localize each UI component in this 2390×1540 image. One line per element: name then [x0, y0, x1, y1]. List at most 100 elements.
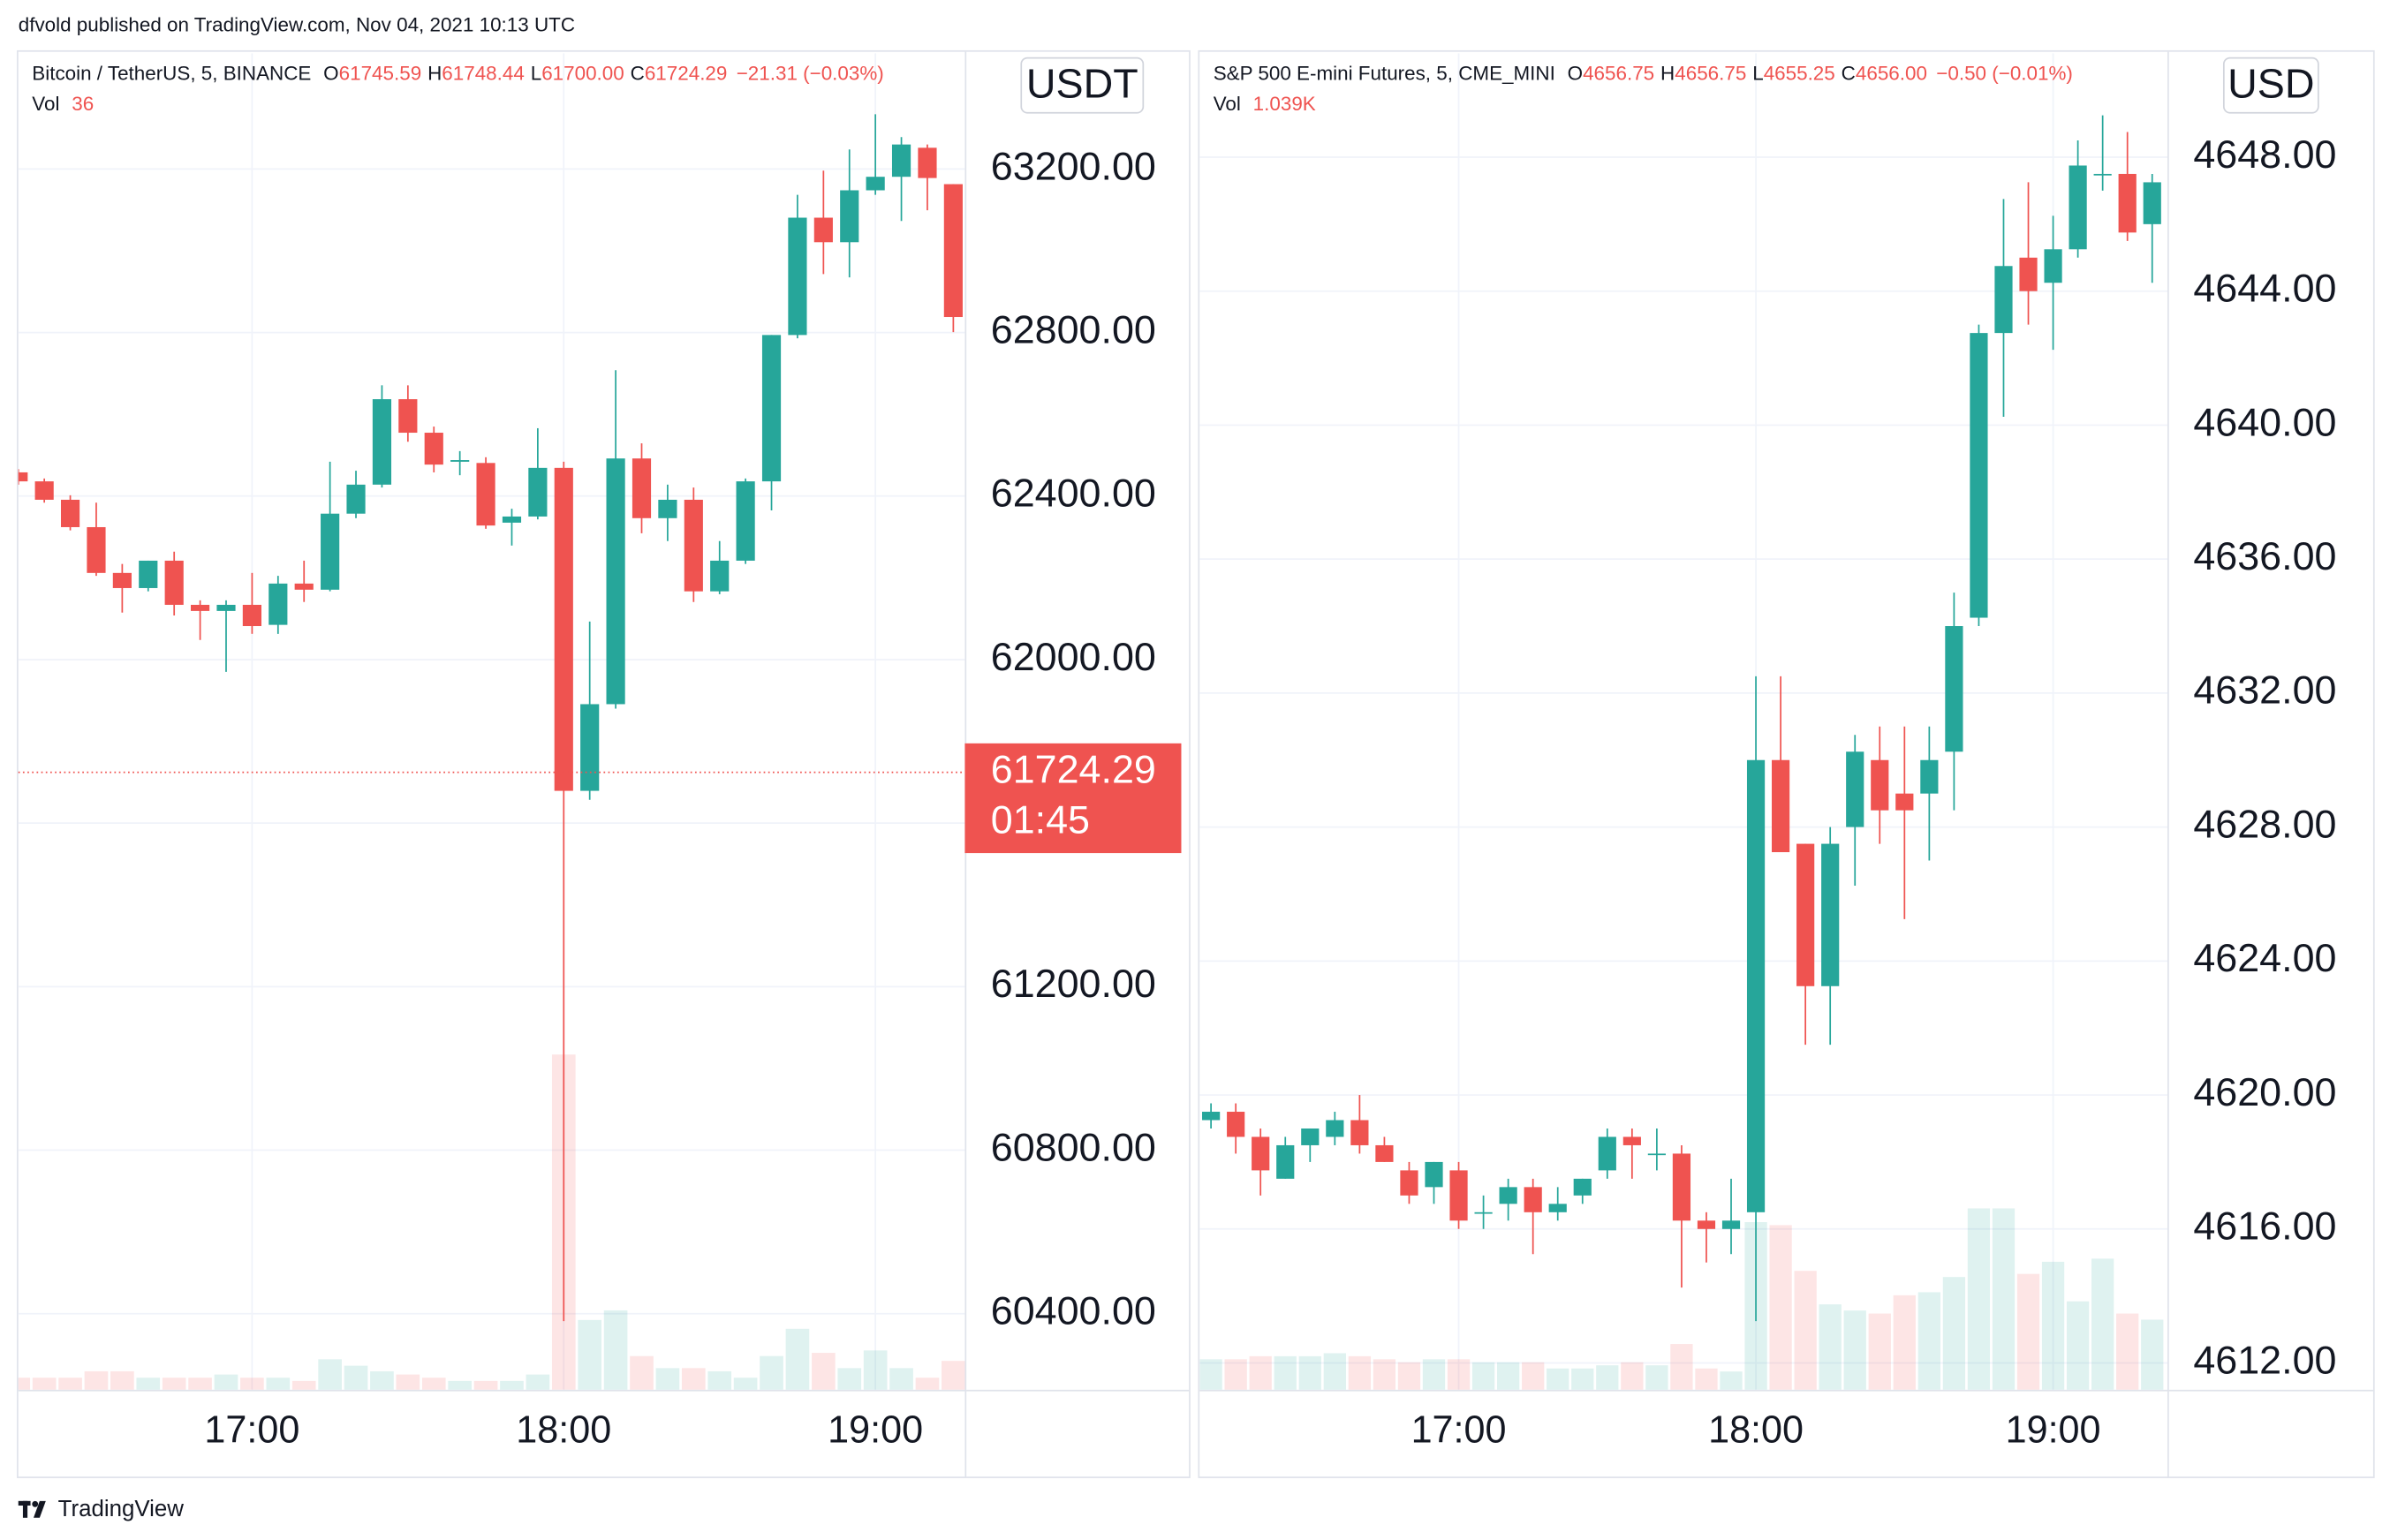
volume-bar — [889, 1368, 913, 1390]
candle-body — [1945, 626, 1963, 752]
candle-body — [606, 458, 625, 705]
ohlc-key: H — [1660, 62, 1675, 84]
volume-bar — [266, 1378, 291, 1390]
volume-bar — [500, 1380, 524, 1390]
ohlc-value: 4656.75 — [1675, 62, 1746, 84]
candle-body — [1474, 1212, 1493, 1214]
volume-bar — [1373, 1359, 1396, 1390]
volume-bar — [1422, 1359, 1446, 1390]
volume-bar — [18, 1378, 31, 1390]
candle-body — [1276, 1144, 1295, 1179]
volume-bar — [1224, 1359, 1247, 1390]
volume-key: Vol — [32, 93, 59, 115]
volume-bar — [578, 1319, 602, 1390]
candle-body — [2019, 257, 2038, 291]
candle-body — [268, 583, 288, 625]
candle-body — [18, 472, 28, 482]
currency-label: USDT — [1026, 61, 1138, 107]
candle-body — [1697, 1220, 1716, 1229]
volume-bar — [630, 1355, 654, 1390]
volume-legend: Vol 1.039K — [1214, 93, 1316, 115]
ohlc-key: H — [427, 62, 442, 84]
volume-bar — [707, 1370, 732, 1390]
volume-bar — [1547, 1368, 1569, 1390]
candle-body — [1326, 1120, 1344, 1137]
x-tick-label: 19:00 — [2006, 1409, 2101, 1452]
candle-body — [346, 484, 366, 514]
volume-bar — [1645, 1365, 1668, 1390]
y-tick-label: 62800.00 — [991, 306, 1156, 351]
candle-body — [580, 704, 600, 791]
volume-bar — [1298, 1355, 1321, 1390]
volume-bar — [110, 1370, 134, 1390]
candle-body — [554, 467, 573, 791]
volume-bar — [1917, 1292, 1941, 1390]
volume-bar — [760, 1355, 783, 1390]
volume-bar — [136, 1378, 161, 1390]
candle-body — [1598, 1136, 1616, 1171]
candle-body — [164, 560, 184, 605]
candle-body — [1301, 1128, 1320, 1145]
ohlc-key: L — [531, 62, 541, 84]
candle-body — [788, 217, 807, 336]
x-tick-label: 19:00 — [828, 1409, 923, 1452]
y-tick-label: 4616.00 — [2193, 1204, 2336, 1249]
candle-body — [1400, 1170, 1418, 1196]
y-tick-label: 4612.00 — [2193, 1337, 2336, 1382]
candle-body — [632, 458, 652, 518]
volume-bar — [1621, 1362, 1644, 1390]
change-value: −0.50 (−0.01%) — [1936, 62, 2073, 84]
candle-body — [2044, 249, 2062, 283]
brand-name: TradingView — [58, 1497, 185, 1521]
candle-body — [216, 604, 236, 611]
volume-bar — [1199, 1359, 1222, 1390]
volume-bar — [1695, 1368, 1718, 1390]
candle-body — [398, 399, 418, 434]
volume-bar — [240, 1378, 264, 1390]
candle-body — [476, 463, 495, 526]
candle-body — [2118, 173, 2137, 233]
volume-bar — [1397, 1362, 1421, 1390]
volume-bar — [344, 1365, 368, 1390]
volume-bar — [162, 1378, 186, 1390]
candle-body — [1920, 759, 1939, 794]
candle-body — [736, 481, 755, 561]
candle-body — [502, 516, 522, 523]
last-price-box — [964, 743, 1182, 854]
y-tick-label: 63200.00 — [991, 143, 1156, 188]
volume-bar — [188, 1378, 212, 1390]
candle-body — [87, 526, 106, 573]
candle-body — [1622, 1136, 1641, 1145]
volume-bar — [1868, 1313, 1891, 1390]
countdown-label: 01:45 — [991, 796, 1090, 842]
y-tick-label: 4628.00 — [2193, 801, 2336, 846]
ohlc-key: L — [1752, 62, 1763, 84]
candle-body — [943, 184, 963, 318]
volume-value: 1.039K — [1253, 93, 1316, 115]
candle-body — [840, 190, 859, 243]
currency-badge — [2222, 57, 2319, 114]
candle-body — [2093, 173, 2112, 176]
candle-body — [242, 604, 261, 627]
candle-body — [1425, 1161, 1443, 1188]
symbol-name: Bitcoin / TetherUS, 5, BINANCE — [32, 62, 311, 84]
ohlc-key: C — [1842, 62, 1856, 84]
candle-body — [424, 433, 443, 465]
y-tick-label: 4620.00 — [2193, 1069, 2336, 1114]
plot-area — [1199, 115, 2164, 1390]
y-tick-label: 60400.00 — [991, 1288, 1156, 1333]
volume-bar — [863, 1350, 888, 1390]
volume-value: 36 — [72, 93, 94, 115]
candle-body — [1375, 1144, 1394, 1162]
y-tick-label: 4636.00 — [2193, 533, 2336, 578]
candle-body — [321, 513, 340, 590]
candle-body — [1772, 759, 1790, 853]
y-tick-label: 61200.00 — [991, 961, 1156, 1006]
x-tick-label: 17:00 — [204, 1409, 299, 1452]
y-tick-label: 62000.00 — [991, 634, 1156, 679]
volume-bar — [1794, 1271, 1817, 1390]
volume-bar — [942, 1361, 965, 1390]
y-tick-label: 60800.00 — [991, 1124, 1156, 1169]
